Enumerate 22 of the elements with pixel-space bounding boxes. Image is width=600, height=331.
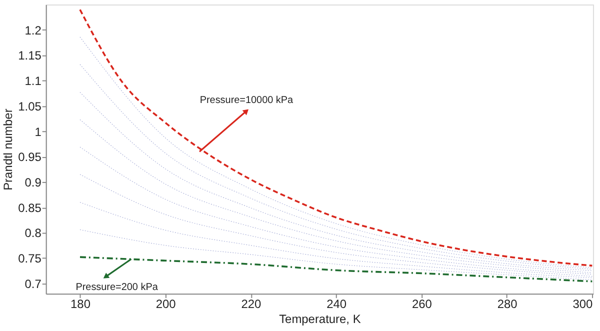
y-tick-label: 1.15 [18,48,42,63]
x-tick-label: 240 [326,297,347,312]
x-tick-label: 300 [572,297,594,312]
y-tick-label: 0.95 [18,150,42,164]
y-tick-label: 1.05 [18,99,42,114]
annotation: Pressure=200 kPa [76,282,158,293]
x-tick-label: 260 [412,297,432,312]
y-tick-label: 0.9 [24,176,42,190]
y-tick-label: 0.8 [24,226,42,240]
y-tick-label: 1.2 [24,23,42,38]
annotation: Pressure=10000 kPa [200,95,294,106]
x-tick-label: 220 [241,297,262,312]
x-tick-label: 180 [70,297,91,312]
x-tick-label: 200 [156,297,176,312]
y-tick-label: 1 [34,124,42,139]
y-axis-title: Prandtl number [1,108,16,190]
y-tick-label: 0.7 [24,276,42,291]
y-tick-label: 0.85 [18,200,42,215]
x-axis-title: Temperature, K [279,312,361,326]
x-tick-label: 280 [497,297,518,312]
y-tick-label: 1.1 [24,74,42,88]
y-tick-label: 0.75 [18,252,42,266]
